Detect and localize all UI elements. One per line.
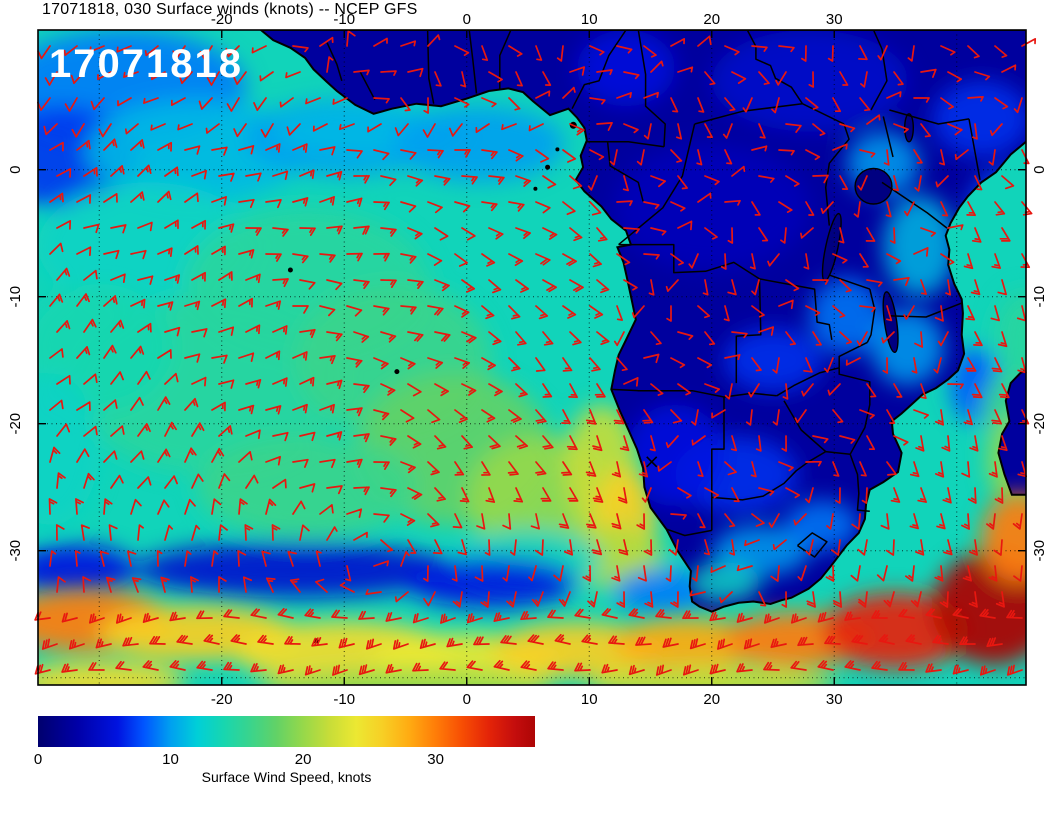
x-axis-tick-top: 30 [826,11,843,28]
axis-tick-labels: -20 -20 -10 -10 0 0 10 10 20 20 30 30 0 0 -10 -10 -20 -20… [7,11,1048,708]
x-axis-tick-top: -20 [211,11,233,28]
x-axis-tick-bottom: 30 [826,691,843,708]
wind-speed-field [38,30,1026,685]
colorbar-tick-label: 0 [33,751,43,768]
x-axis-tick-bottom: 0 [463,691,471,708]
x-axis-tick-top: 20 [703,11,720,28]
run-timestamp-overlay: 17071818 [49,42,243,86]
x-axis-tick-bottom: -20 [211,691,233,708]
colorbar-gradient [38,716,535,747]
plot-title: 17071818, 030 Surface winds (knots) -- N… [42,1,418,18]
x-axis-tick-bottom: 20 [703,691,720,708]
station-marker [646,456,658,468]
map-frame [37,29,1027,686]
y-axis-tick-right: -30 [1031,540,1048,562]
colorbar-label: Surface Wind Speed, knots [201,769,372,785]
x-axis-tick-top: -10 [333,11,355,28]
y-axis-tick-right: -10 [1031,286,1048,308]
y-axis-tick-right: 0 [1031,166,1048,174]
colorbar-tick-label: 10 [162,751,179,768]
colorbar-tick-label: 20 [294,751,312,768]
y-axis-tick-left: -20 [7,413,24,435]
y-axis-tick-left: 0 [7,166,24,174]
y-axis-tick-left: -10 [7,286,24,308]
y-axis-tick-left: -30 [7,540,24,562]
wind-barbs [34,30,1037,676]
x-axis-tick-top: 10 [581,11,598,28]
colorbar-tick-label: 30 [427,751,444,768]
x-axis-tick-bottom: -10 [333,691,355,708]
x-axis-tick-top: 0 [463,11,471,28]
y-axis-tick-right: -20 [1031,413,1048,435]
x-axis-tick-bottom: 10 [581,691,598,708]
